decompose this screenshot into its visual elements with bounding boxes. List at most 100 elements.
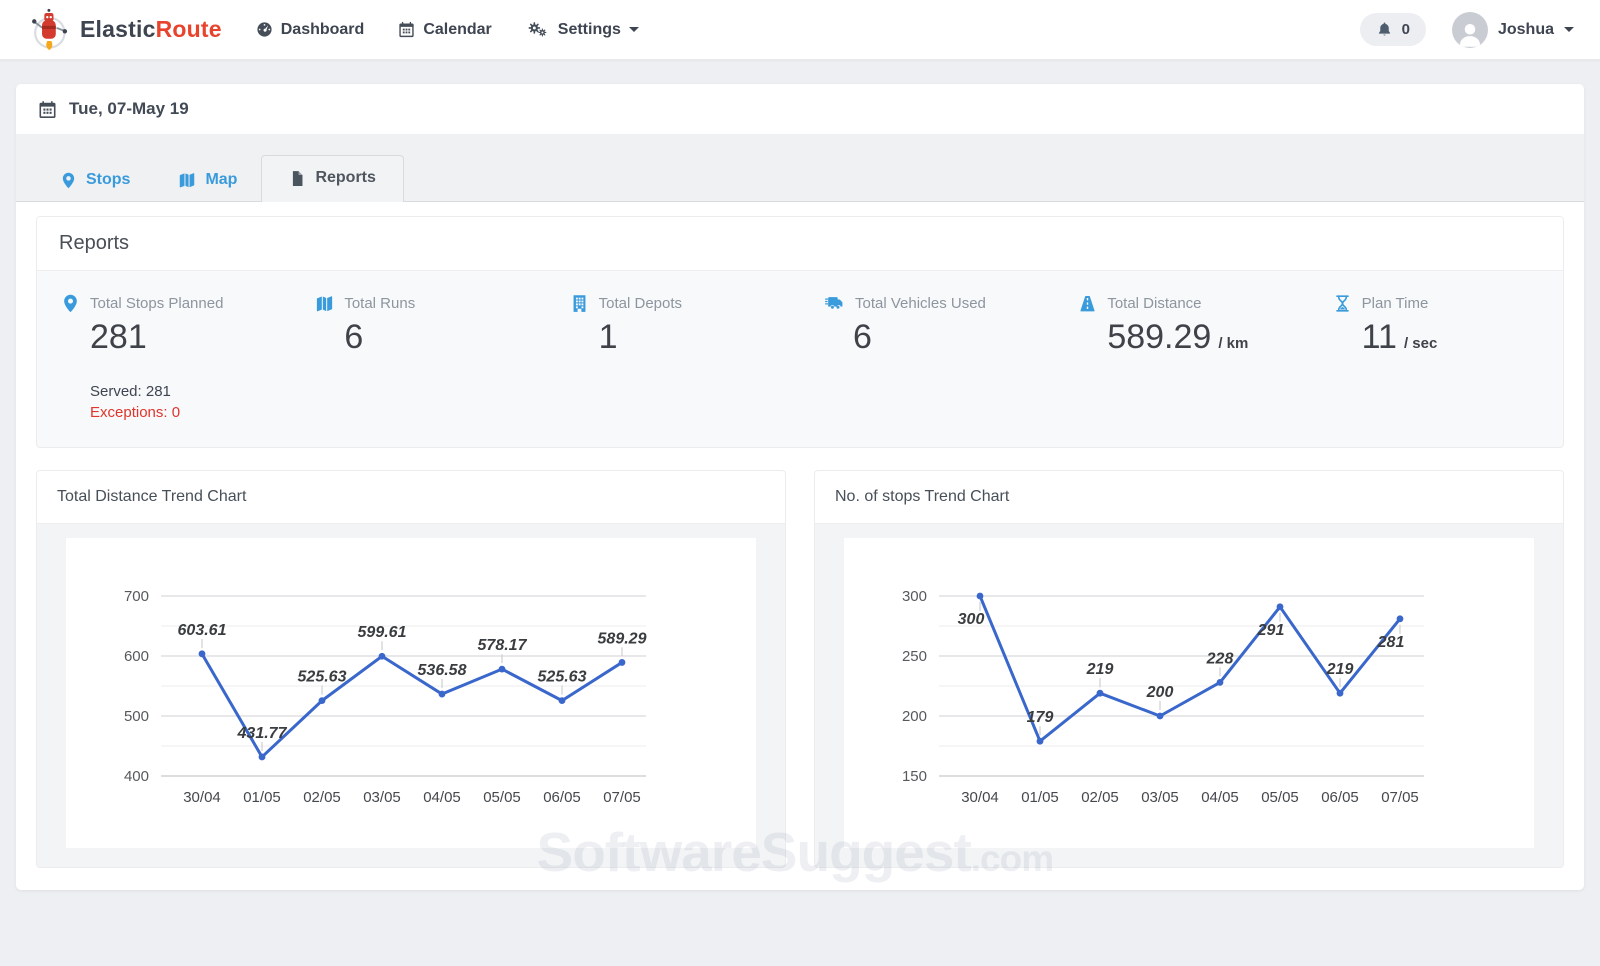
- svg-text:04/05: 04/05: [1201, 789, 1239, 806]
- svg-text:578.17: 578.17: [478, 637, 528, 654]
- served-count: Served: 281: [90, 383, 171, 400]
- stat-label: Plan Time: [1361, 294, 1429, 312]
- tab-map-label: Map: [205, 171, 238, 188]
- stops-trend-chart: 150 200 250 300 30/04 01/05 02/05 03/05 04/05 05/…: [844, 538, 1534, 848]
- stat-label: Total Vehicles Used: [854, 294, 986, 312]
- svg-text:250: 250: [902, 648, 927, 665]
- tab-stops[interactable]: Stops: [36, 159, 154, 201]
- chart-card-body: 400 500 600 700 30/04 01/05 02/05 03/05 04/05 05/…: [37, 524, 785, 862]
- svg-text:603.61: 603.61: [178, 622, 227, 639]
- tab-map[interactable]: Map: [154, 159, 261, 201]
- chart-title: Total Distance Trend Chart: [37, 471, 785, 524]
- stat-value: 281: [90, 318, 147, 356]
- map-marker-icon: [62, 172, 75, 188]
- stat-label: Total Depots: [598, 294, 683, 312]
- tab-reports-label: Reports: [315, 169, 376, 186]
- svg-text:30/04: 30/04: [961, 789, 999, 806]
- stat-label: Total Runs: [344, 294, 416, 312]
- svg-text:01/05: 01/05: [1021, 789, 1059, 806]
- trend-line-chart-svg: 400 500 600 700 30/04 01/05 02/05 03/05 04/05 05/…: [124, 588, 647, 806]
- notifications-button[interactable]: 0: [1359, 13, 1426, 46]
- main-card: Tue, 07-May 19 Stops Map Reports Reports…: [16, 84, 1584, 890]
- stats-row: Total Stops Planned 281 Served: 281 Exce…: [37, 271, 1563, 447]
- map-icon: [180, 173, 195, 188]
- user-menu[interactable]: Joshua: [1451, 11, 1574, 48]
- nav-item-dashboard[interactable]: Dashboard: [256, 20, 365, 39]
- svg-text:03/05: 03/05: [363, 789, 401, 806]
- chart-card-body: 150 200 250 300 30/04 01/05 02/05 03/05 04/05 05/…: [815, 524, 1563, 862]
- stops-trend-card: No. of stops Trend Chart 150 200 250 300 30/…: [814, 470, 1564, 868]
- svg-text:179: 179: [1027, 709, 1054, 726]
- current-date-label: Tue, 07-May 19: [69, 99, 189, 118]
- svg-text:700: 700: [124, 588, 149, 605]
- trend-line-chart-svg: 150 200 250 300 30/04 01/05 02/05 03/05 04/05 05/…: [902, 588, 1424, 806]
- svg-text:02/05: 02/05: [303, 789, 341, 806]
- svg-text:01/05: 01/05: [243, 789, 281, 806]
- svg-text:06/05: 06/05: [1321, 789, 1359, 806]
- svg-text:200: 200: [902, 708, 927, 725]
- exceptions-count: Exceptions: 0: [90, 404, 181, 421]
- svg-text:228: 228: [1206, 650, 1234, 667]
- user-name: Joshua: [1497, 20, 1554, 38]
- brand-name: ElasticRoute: [80, 16, 222, 42]
- truck-icon: [824, 296, 844, 309]
- stat-value: 11: [1361, 318, 1397, 356]
- stat-label: Total Stops Planned: [90, 294, 224, 312]
- stat-total-vehicles-used: Total Vehicles Used 6: [800, 293, 1054, 423]
- svg-text:400: 400: [124, 768, 149, 785]
- svg-text:02/05: 02/05: [1081, 789, 1119, 806]
- svg-text:07/05: 07/05: [1381, 789, 1419, 806]
- svg-text:525.63: 525.63: [298, 669, 347, 686]
- nav-right: 0 Joshua: [1359, 11, 1574, 48]
- building-icon: [573, 294, 586, 312]
- stat-unit: / sec: [1403, 335, 1438, 352]
- svg-text:291: 291: [1257, 622, 1285, 639]
- nav-item-calendar[interactable]: Calendar: [398, 20, 492, 39]
- tab-reports[interactable]: Reports: [261, 155, 404, 202]
- svg-text:281: 281: [1377, 634, 1405, 651]
- notification-count-badge: 0: [1401, 21, 1410, 38]
- stat-plan-time: Plan Time 11 / sec: [1309, 293, 1563, 423]
- date-picker-bar[interactable]: Tue, 07-May 19: [16, 84, 1584, 134]
- elasticroute-mascot-logo: [32, 8, 68, 50]
- file-icon: [293, 170, 303, 186]
- chevron-down-icon: [1564, 27, 1574, 37]
- svg-text:599.61: 599.61: [358, 624, 407, 641]
- stat-total-stops-planned: Total Stops Planned 281 Served: 281 Exce…: [37, 293, 291, 423]
- svg-text:03/05: 03/05: [1141, 789, 1179, 806]
- top-navbar: ElasticRoute Dashboard Calendar Settings…: [0, 0, 1600, 60]
- svg-text:200: 200: [1146, 684, 1174, 701]
- calendar-icon: [399, 21, 414, 38]
- stat-total-runs: Total Runs 6: [291, 293, 545, 423]
- svg-text:500: 500: [124, 708, 149, 725]
- stat-label: Total Distance: [1107, 294, 1202, 312]
- svg-text:525.63: 525.63: [538, 669, 587, 686]
- stat-unit: / km: [1218, 335, 1249, 352]
- stat-value: 6: [852, 318, 872, 356]
- svg-text:30/04: 30/04: [183, 789, 221, 806]
- stat-value: 1: [598, 318, 618, 356]
- tab-content: Reports Total Stops Planned 281 Served: …: [16, 202, 1584, 890]
- svg-text:300: 300: [902, 588, 927, 605]
- nav-settings-label: Settings: [557, 20, 621, 38]
- avatar: [1451, 11, 1488, 48]
- svg-text:589.29: 589.29: [598, 630, 647, 647]
- tab-stops-label: Stops: [86, 171, 131, 188]
- brand-logo-link[interactable]: ElasticRoute: [26, 7, 222, 53]
- chevron-down-icon: [628, 27, 639, 37]
- hourglass-icon: [1335, 294, 1349, 312]
- svg-text:600: 600: [124, 648, 149, 665]
- svg-text:431.77: 431.77: [237, 725, 288, 742]
- dashboard-gauge-icon: [257, 22, 272, 37]
- tab-strip: Stops Map Reports: [16, 134, 1584, 202]
- calendar-icon: [39, 100, 56, 118]
- bell-icon: [1378, 22, 1390, 36]
- nav-calendar-label: Calendar: [423, 20, 492, 38]
- svg-text:04/05: 04/05: [423, 789, 461, 806]
- stat-value: 6: [344, 318, 364, 356]
- nav-dashboard-label: Dashboard: [280, 20, 365, 38]
- map-icon: [317, 295, 333, 311]
- nav-item-settings[interactable]: Settings: [526, 21, 639, 39]
- reports-panel: Reports Total Stops Planned 281 Served: …: [36, 216, 1564, 448]
- svg-text:05/05: 05/05: [483, 789, 521, 806]
